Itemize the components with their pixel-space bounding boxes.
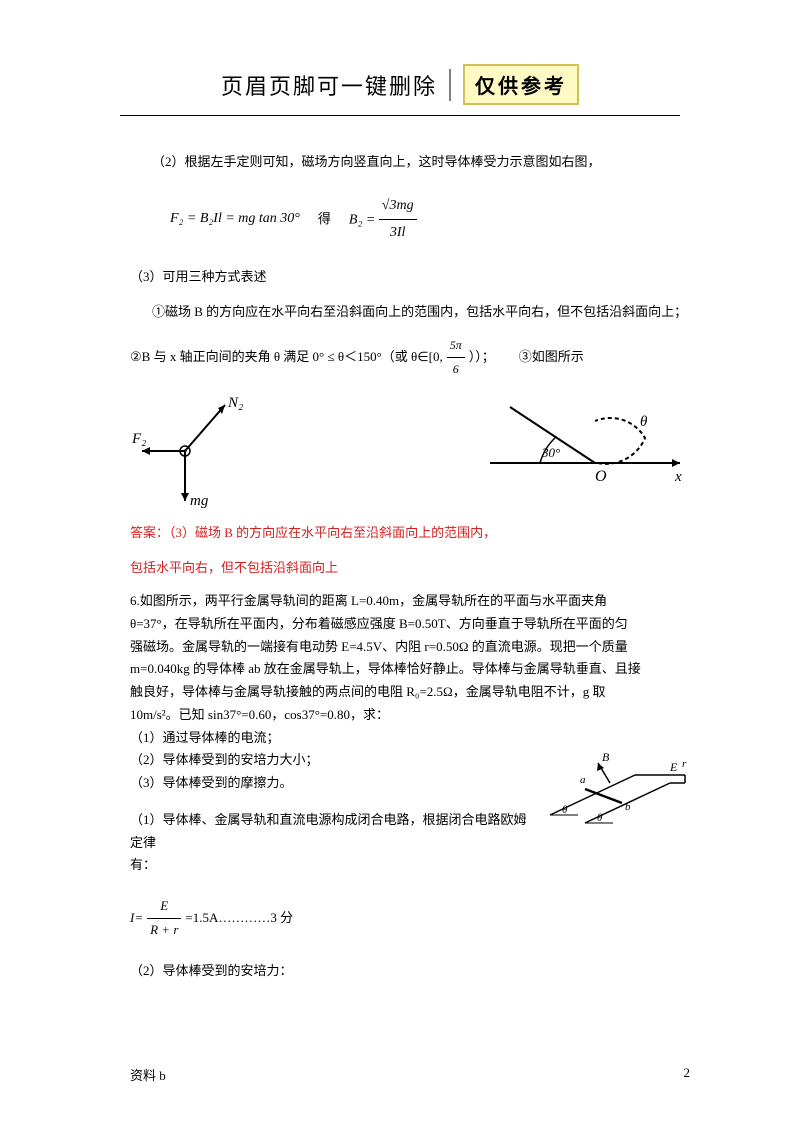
para-3: （3）可用三种方式表述 xyxy=(130,265,690,290)
label-30: 30° xyxy=(541,445,560,460)
para-3-2: ②B 与 x 轴正向间的夹角 θ 满足 0° ≤ θ＜150°（或 θ∈[0, … xyxy=(130,334,690,381)
force-diagram: N₂ F₂ mg xyxy=(130,393,260,513)
para-3-2-num: 5π xyxy=(447,334,465,358)
q6-formula: I= E R + r =1.5A…………3 分 xyxy=(130,895,690,942)
para-3-2a: ②B 与 x 轴正向间的夹角 θ 满足 0° ≤ θ＜150°（或 θ∈[0, xyxy=(130,345,443,370)
label-x: x xyxy=(674,469,682,485)
answer-line2: 包括水平向右，但不包括沿斜面向上 xyxy=(130,556,690,581)
footer-left: 资料 b xyxy=(130,1065,166,1084)
para-3-2b: ））； xyxy=(469,345,495,370)
angle-diagram: 30° θ O x xyxy=(480,393,690,493)
page-header: 页眉页脚可一键删除 仅供参考 xyxy=(0,64,800,116)
q6-formula-den: R + r xyxy=(147,919,181,942)
q6-l1: 6.如图所示，两平行金属导轨间的距离 L=0.40m，金属导轨所在的平面与水平面… xyxy=(130,590,690,613)
para-2: （2）根据左手定则可知，磁场方向竖直向上，这时导体棒受力示意图如右图， xyxy=(152,150,690,175)
para-3-2-frac: 5π 6 xyxy=(447,334,465,381)
q6-sol2: （2）导体棒受到的安培力： xyxy=(130,960,690,983)
formula-1-num: √3mg xyxy=(379,193,417,221)
header-badge: 仅供参考 xyxy=(463,64,579,105)
header-rule xyxy=(120,115,680,116)
para-3-3: ③如图所示 xyxy=(519,345,584,370)
header-title: 页眉页脚可一键删除 xyxy=(221,69,437,101)
formula-1: F₂ = B₂Il = mg tan 30° 得 B₂ = √3mg 3Il xyxy=(170,193,690,247)
label-B: B xyxy=(602,750,610,764)
q6-l5: 触良好，导体棒与金属导轨接触的两点间的电阻 R₀=2.5Ω，金属导轨电阻不计，g… xyxy=(130,681,690,704)
label-theta: θ xyxy=(640,414,648,430)
label-n2: N₂ xyxy=(227,395,243,411)
label-E: E xyxy=(669,760,678,774)
label-theta2: θ xyxy=(597,812,603,824)
header-divider xyxy=(449,69,451,101)
label-r: r xyxy=(682,758,687,770)
formula-1-right: B₂ = √3mg 3Il xyxy=(349,193,417,247)
label-f2: F₂ xyxy=(131,431,146,447)
label-theta1: θ xyxy=(562,804,568,816)
page-footer: 资料 b 2 xyxy=(130,1065,690,1084)
formula-1-lhs: B₂ = xyxy=(349,212,375,227)
q6-l6: 10m/s²。已知 sin37°=0.60，cos37°=0.80，求： xyxy=(130,704,690,727)
q6-l4: m=0.040kg 的导体棒 ab 放在金属导轨上，导体棒恰好静止。导体棒与金属… xyxy=(130,658,690,681)
label-mg: mg xyxy=(190,493,209,509)
label-b: b xyxy=(625,801,631,813)
header-line: 页眉页脚可一键删除 仅供参考 xyxy=(0,64,800,105)
q6-l3: 强磁场。金属导轨的一端接有电动势 E=4.5V、内阻 r=0.50Ω 的直流电源… xyxy=(130,636,690,659)
label-a: a xyxy=(580,774,586,786)
rail-diagram: a b B E r θ θ xyxy=(540,733,690,828)
para-3-1: ①磁场 B 的方向应在水平向右至沿斜面向上的范围内，包括水平向右，但不包括沿斜面… xyxy=(152,300,690,325)
q6-l2: θ=37°，在导轨所在平面内，分布着磁感应强度 B=0.50T、方向垂直于导轨所… xyxy=(130,613,690,636)
answer-line1: 答案：（3）磁场 B 的方向应在水平向右至沿斜面向上的范围内， xyxy=(130,521,690,546)
diagrams-row: N₂ F₂ mg 30° θ O x xyxy=(130,393,690,513)
question-6: 6.如图所示，两平行金属导轨间的距离 L=0.40m，金属导轨所在的平面与水平面… xyxy=(130,590,690,982)
label-o: O xyxy=(595,468,607,485)
formula-1-den: 3Il xyxy=(379,220,417,247)
formula-1-frac: √3mg 3Il xyxy=(379,193,417,247)
q6-formula-rhs: =1.5A…………3 分 xyxy=(185,907,293,930)
footer-page-number: 2 xyxy=(684,1065,691,1084)
formula-1-mid: 得 xyxy=(318,207,331,232)
q6-formula-frac: E R + r xyxy=(147,895,181,942)
q6-sol1b: 有： xyxy=(130,854,690,877)
q6-formula-num: E xyxy=(147,895,181,919)
q6-formula-lhs: I= xyxy=(130,907,143,930)
page-content: （2）根据左手定则可知，磁场方向竖直向上，这时导体棒受力示意图如右图， F₂ =… xyxy=(130,150,690,982)
formula-1-left: F₂ = B₂Il = mg tan 30° xyxy=(170,206,300,233)
para-3-2-den: 6 xyxy=(447,358,465,381)
